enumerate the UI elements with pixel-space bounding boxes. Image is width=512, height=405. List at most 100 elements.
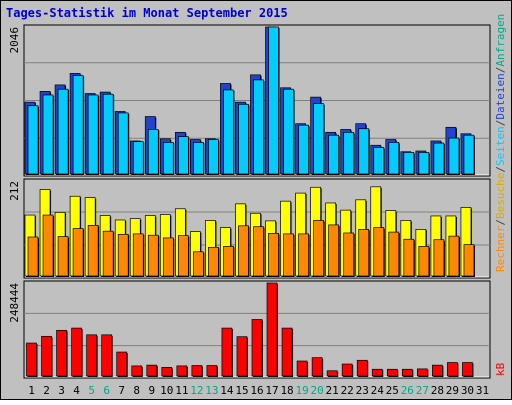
bar-dateien bbox=[87, 94, 99, 175]
bar-rechner bbox=[42, 214, 54, 277]
bar-rechner bbox=[177, 235, 189, 277]
bar-rechner bbox=[147, 234, 159, 277]
x-tick-label: 11 bbox=[175, 384, 188, 397]
bar-dateien bbox=[132, 141, 144, 175]
bar-rechner bbox=[313, 220, 324, 277]
legend-right: Rechner/Besuche/Seiten/Dateien/Anfragen bbox=[494, 14, 507, 272]
bar-dateien bbox=[283, 88, 294, 175]
bar-dateien bbox=[313, 103, 324, 175]
bar-rechner bbox=[57, 236, 69, 277]
bar-kb bbox=[206, 365, 218, 377]
bar-kb bbox=[356, 359, 368, 377]
bar-rechner bbox=[162, 237, 174, 277]
bar-kb bbox=[432, 364, 443, 377]
bar-kb bbox=[251, 319, 263, 377]
bar-kb bbox=[236, 336, 248, 377]
bar-dateien bbox=[358, 128, 370, 175]
bar-kb bbox=[131, 365, 143, 377]
legend-item: Dateien bbox=[494, 73, 507, 119]
bar-rechner bbox=[253, 226, 264, 277]
bar-dateien bbox=[328, 134, 340, 175]
chart-title: Tages-Statistik im Monat September 2015 bbox=[6, 6, 288, 20]
bar-rechner bbox=[328, 224, 340, 277]
bar-dateien bbox=[433, 142, 445, 175]
bar-dateien bbox=[147, 129, 159, 175]
bar-dateien bbox=[238, 103, 249, 175]
bar-rechner bbox=[223, 246, 234, 277]
bar-rechner bbox=[102, 230, 114, 277]
bar-kb bbox=[41, 335, 52, 377]
bar-kb bbox=[221, 327, 233, 377]
x-tick-label: 19 bbox=[295, 384, 308, 397]
x-tick-label: 9 bbox=[148, 384, 155, 397]
x-tick-label: 6 bbox=[103, 384, 110, 397]
bar-kb bbox=[101, 334, 113, 377]
bar-kb bbox=[161, 367, 173, 377]
bar-rechner bbox=[72, 228, 84, 277]
bar-kb bbox=[56, 329, 67, 377]
bar-dateien bbox=[177, 136, 189, 175]
legend-item: Besuche bbox=[494, 173, 507, 219]
bar-dateien bbox=[102, 93, 114, 175]
bar-dateien bbox=[27, 105, 39, 175]
bar-rechner bbox=[283, 233, 294, 277]
panels-layer: 2046 212 248444 bbox=[8, 24, 491, 379]
x-tick-label: 3 bbox=[58, 384, 65, 397]
bar-dateien bbox=[57, 88, 69, 175]
bar-kb bbox=[341, 363, 353, 377]
x-tick-label: 4 bbox=[73, 384, 80, 397]
bar-kb bbox=[71, 327, 82, 377]
x-tick-label: 23 bbox=[356, 384, 369, 397]
bar-rechner bbox=[343, 232, 355, 277]
bar-kb bbox=[401, 368, 413, 377]
bar-rechner bbox=[448, 235, 460, 277]
panel-top-max-label: 2046 bbox=[8, 27, 21, 54]
x-tick-label: 24 bbox=[371, 384, 385, 397]
bar-kb bbox=[417, 368, 428, 377]
x-tick-label: 30 bbox=[461, 384, 474, 397]
bar-rechner bbox=[373, 227, 385, 277]
panel-middle-max-label: 212 bbox=[8, 181, 21, 201]
bar-dateien bbox=[193, 142, 204, 175]
panel-bottom: 248444 bbox=[8, 280, 491, 379]
x-tick-label: 27 bbox=[416, 384, 429, 397]
bar-rechner bbox=[358, 229, 370, 277]
bar-kb bbox=[386, 368, 398, 377]
bar-dateien bbox=[42, 94, 54, 175]
bar-kb bbox=[462, 362, 473, 377]
bar-dateien bbox=[388, 142, 400, 175]
bar-kb bbox=[281, 327, 293, 377]
bar-kb bbox=[326, 370, 338, 377]
bar-dateien bbox=[403, 152, 415, 175]
legend-text: Rechner/Besuche/Seiten/Dateien/Anfragen bbox=[494, 14, 507, 272]
legend-item: Rechner bbox=[494, 225, 507, 272]
bar-kb bbox=[447, 362, 458, 377]
bar-rechner bbox=[418, 246, 430, 277]
bar-dateien bbox=[268, 26, 279, 175]
x-tick-label: 17 bbox=[265, 384, 278, 397]
bar-dateien bbox=[343, 131, 355, 175]
x-tick-label: 20 bbox=[311, 384, 324, 397]
bar-kb bbox=[176, 365, 188, 377]
legend-item: / bbox=[494, 166, 507, 173]
panel-top: 2046 bbox=[8, 24, 491, 177]
bar-rechner bbox=[117, 233, 129, 277]
legend-item: / bbox=[494, 120, 507, 127]
x-tick-label: 12 bbox=[190, 384, 203, 397]
legend-item: Anfragen bbox=[494, 14, 507, 67]
bar-kb bbox=[86, 334, 97, 377]
x-tick-label: 21 bbox=[326, 384, 339, 397]
bar-dateien bbox=[448, 137, 460, 175]
bar-dateien bbox=[117, 112, 129, 175]
x-tick-label: 13 bbox=[205, 384, 218, 397]
legend-item: / bbox=[494, 219, 507, 226]
x-tick-label: 28 bbox=[431, 384, 444, 397]
x-axis-labels: 1 2 3 4 5 6 7 8 9 10 11 12 13 14 15 16 17 18 19 20 21 22 23 24 2… bbox=[28, 384, 489, 397]
bar-rechner bbox=[268, 233, 279, 277]
x-tick-label: 5 bbox=[88, 384, 95, 397]
bar-kb bbox=[191, 365, 203, 377]
legend-item: / bbox=[494, 67, 507, 74]
bar-kb bbox=[116, 351, 128, 377]
bar-rechner bbox=[433, 239, 445, 277]
